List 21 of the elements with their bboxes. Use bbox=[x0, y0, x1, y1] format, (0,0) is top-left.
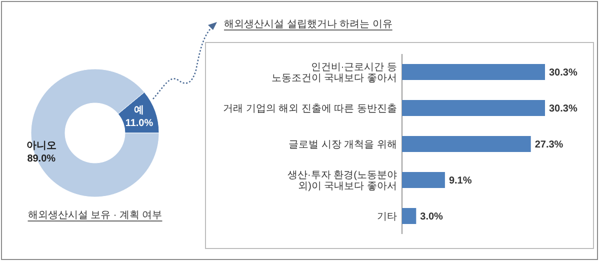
data-label: 9.1% bbox=[448, 176, 472, 186]
data-label: 3.0% bbox=[420, 212, 444, 222]
bar bbox=[402, 100, 545, 116]
y-tick-label: 생산·투자 환경(노동분야 외)이 국내보다 좋아서 bbox=[288, 170, 397, 192]
text: 해외생산시설 보유 · 계획 여부 bbox=[28, 210, 162, 221]
data-label: 30.3% bbox=[549, 104, 578, 114]
bar bbox=[402, 208, 416, 224]
y-tick-label: 글로벌 시장 개척을 위해 bbox=[288, 140, 397, 150]
data-label: 27.3% bbox=[534, 140, 564, 150]
bar bbox=[402, 172, 445, 188]
bar bbox=[402, 136, 531, 152]
slice-label: 아니오 bbox=[26, 140, 56, 152]
y-tick-label: 기타 bbox=[377, 212, 397, 222]
data-label: 11.0% bbox=[125, 118, 154, 130]
y-tick-label: 인건비·근로시간 등 노동조건이 국내보다 좋아서 bbox=[271, 62, 397, 84]
slice-label: 예 bbox=[134, 105, 144, 116]
data-label: 89.0% bbox=[27, 153, 56, 164]
y-tick-label: 거래 기업의 해외 진출에 따른 동반진출 bbox=[223, 104, 397, 114]
data-label: 30.3% bbox=[549, 68, 578, 78]
text: 해외생산시설 설립했거나 하려는 이유 bbox=[224, 19, 392, 30]
bar bbox=[402, 64, 545, 80]
